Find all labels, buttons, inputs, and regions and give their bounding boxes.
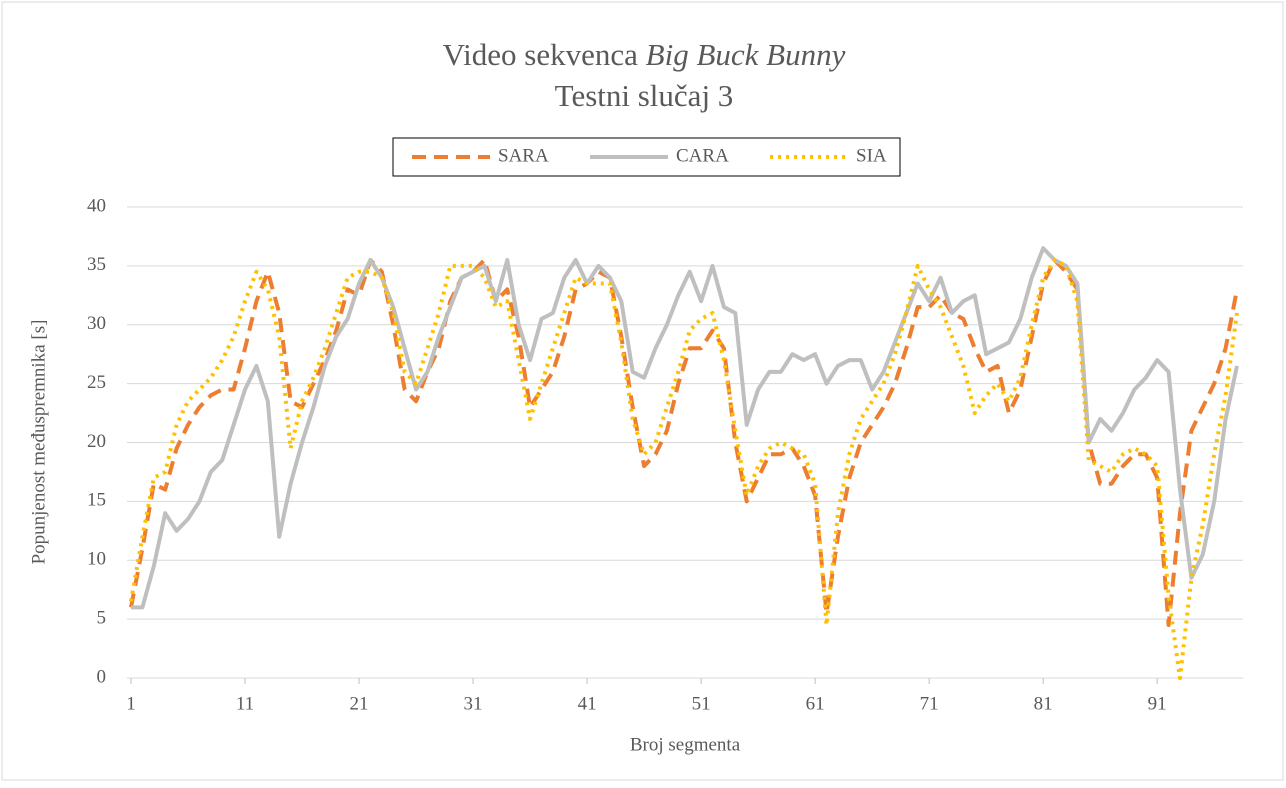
y-tick-label: 40 bbox=[87, 195, 106, 216]
y-tick-label: 0 bbox=[97, 666, 107, 687]
series-line bbox=[131, 246, 1239, 610]
title-main: Video sekvenca bbox=[443, 37, 638, 72]
series-line bbox=[129, 257, 1239, 628]
y-tick-label: 20 bbox=[87, 431, 106, 452]
y-tick-label: 5 bbox=[97, 607, 107, 628]
y-axis-label: Popunjenost međuspremnika [s] bbox=[28, 320, 49, 565]
chart-title: Video sekvenca Big Buck Bunny bbox=[443, 37, 846, 72]
legend-label: CARA bbox=[676, 145, 729, 166]
y-tick-label: 35 bbox=[87, 254, 106, 275]
legend-label: SARA bbox=[498, 145, 549, 166]
y-tick-label: 30 bbox=[87, 313, 106, 334]
x-tick-label: 31 bbox=[464, 693, 483, 714]
x-tick-label: 11 bbox=[236, 693, 254, 714]
title-italic: Big Buck Bunny bbox=[646, 37, 846, 72]
x-tick-label: 21 bbox=[350, 693, 369, 714]
x-tick-label: 71 bbox=[920, 693, 939, 714]
x-tick-label: 41 bbox=[578, 693, 597, 714]
x-tick-label: 91 bbox=[1148, 693, 1167, 714]
x-tick-label: 51 bbox=[692, 693, 711, 714]
x-tick-label: 1 bbox=[126, 693, 136, 714]
y-tick-label: 10 bbox=[87, 549, 106, 570]
x-tick-label: 61 bbox=[806, 693, 825, 714]
y-tick-label: 15 bbox=[87, 490, 106, 511]
y-tick-label: 25 bbox=[87, 372, 106, 393]
chart-subtitle: Testni slučaj 3 bbox=[555, 78, 734, 113]
legend-label: SIA bbox=[856, 145, 887, 166]
x-tick-label: 81 bbox=[1034, 693, 1053, 714]
x-axis-label: Broj segmenta bbox=[630, 734, 741, 755]
